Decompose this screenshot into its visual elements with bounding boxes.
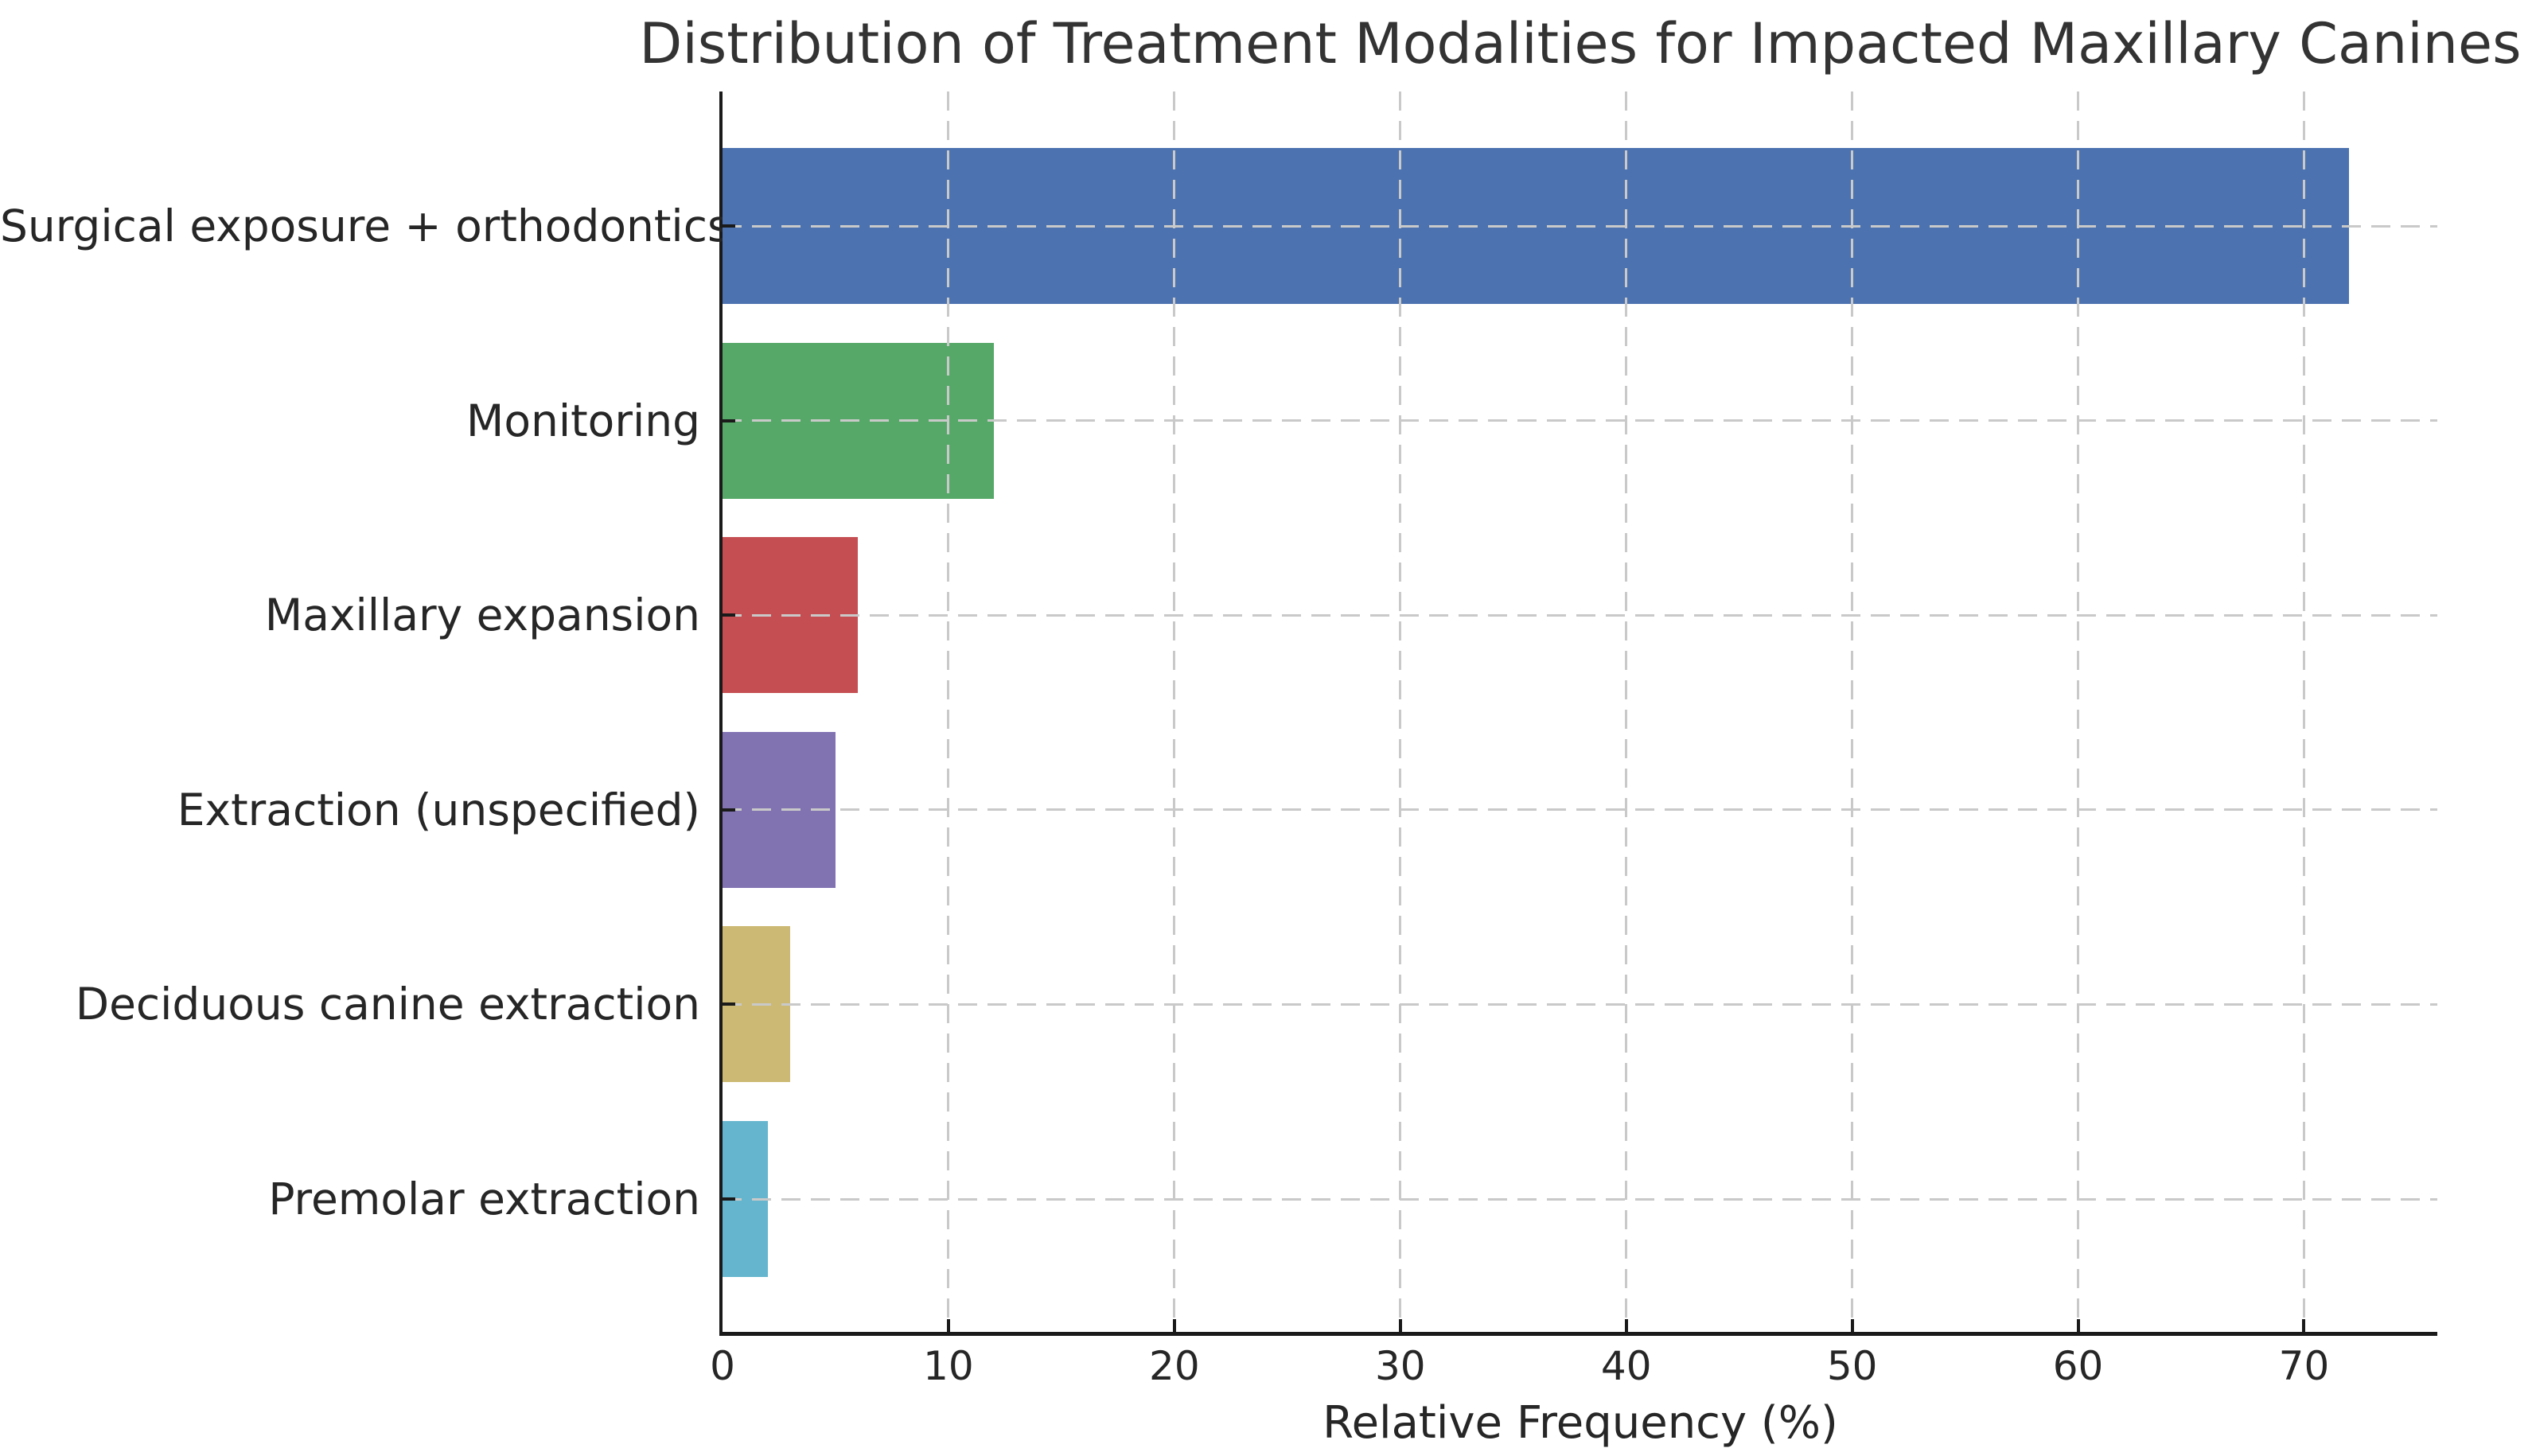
y-tick-label-2: Maxillary expansion: [264, 590, 700, 641]
plot-area: [719, 91, 2437, 1336]
y-gridline-4: [723, 1002, 2437, 1006]
y-gridline-5: [723, 1197, 2437, 1201]
x-axis-title: Relative Frequency (%): [1322, 1397, 1838, 1449]
y-gridline-3: [723, 808, 2437, 812]
y-tick-mark-4: [723, 1002, 735, 1006]
y-tick-label-3: Extraction (unspecified): [177, 784, 700, 835]
x-tick-mark-40: [1624, 1319, 1628, 1332]
x-tick-label-10: 10: [923, 1343, 974, 1389]
y-tick-mark-3: [723, 808, 735, 812]
x-tick-label-30: 30: [1374, 1343, 1426, 1389]
x-axis-spine: [719, 1332, 2437, 1336]
y-tick-label-4: Deciduous canine extraction: [75, 979, 700, 1030]
x-gridline-10: [947, 91, 950, 1332]
x-tick-label-60: 60: [2052, 1343, 2104, 1389]
y-tick-mark-2: [723, 613, 735, 617]
y-gridline-0: [723, 224, 2437, 228]
y-tick-mark-0: [723, 224, 735, 228]
y-tick-mark-1: [723, 419, 735, 422]
x-gridline-20: [1173, 91, 1176, 1332]
x-tick-mark-70: [2302, 1319, 2306, 1332]
y-tick-label-0: Surgical exposure + orthodontics: [0, 200, 730, 251]
y-gridline-2: [723, 613, 2437, 617]
x-gridline-60: [2077, 91, 2080, 1332]
x-gridline-30: [1399, 91, 1402, 1332]
x-tick-label-0: 0: [710, 1343, 735, 1389]
y-gridline-1: [723, 419, 2437, 422]
y-tick-label-1: Monitoring: [465, 395, 700, 446]
x-gridline-70: [2302, 91, 2305, 1332]
x-tick-mark-60: [2076, 1319, 2080, 1332]
x-tick-label-50: 50: [1826, 1343, 1878, 1389]
x-tick-label-70: 70: [2278, 1343, 2330, 1389]
x-tick-mark-50: [1850, 1319, 1854, 1332]
x-gridline-50: [1851, 91, 1854, 1332]
x-tick-mark-20: [1172, 1319, 1176, 1332]
x-tick-mark-30: [1398, 1319, 1402, 1332]
x-tick-label-40: 40: [1600, 1343, 1652, 1389]
y-tick-mark-5: [723, 1197, 735, 1201]
y-tick-label-5: Premolar extraction: [268, 1174, 700, 1224]
x-tick-mark-10: [946, 1319, 950, 1332]
x-tick-label-20: 20: [1149, 1343, 1200, 1389]
y-axis-spine: [719, 91, 723, 1332]
chart-title: Distribution of Treatment Modalities for…: [639, 11, 2522, 76]
x-gridline-40: [1625, 91, 1628, 1332]
